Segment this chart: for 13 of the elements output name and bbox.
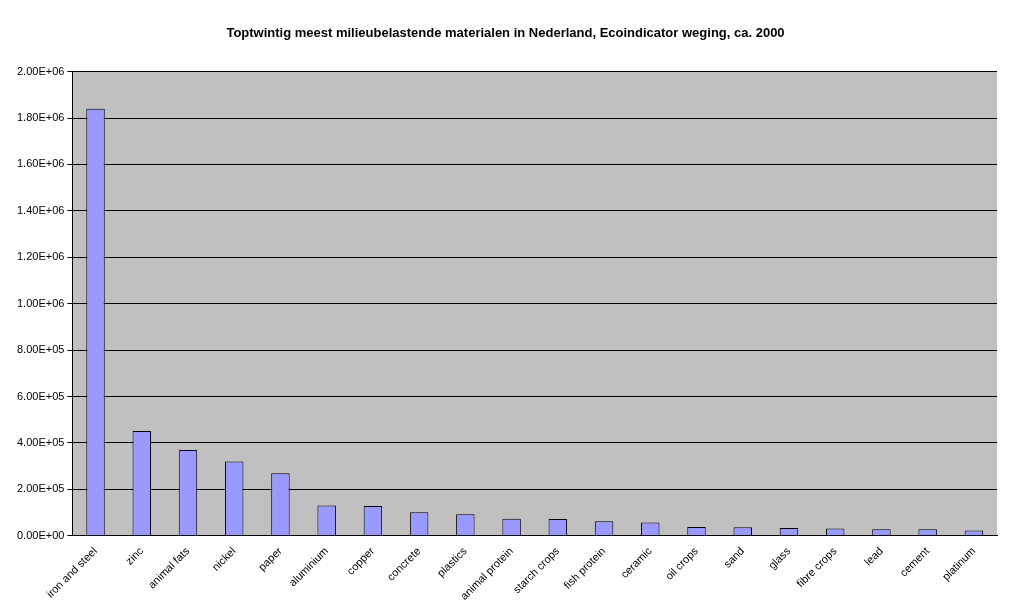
y-tick-label: 6.00E+05 bbox=[17, 389, 65, 402]
y-tick-label: 2.00E+05 bbox=[17, 482, 65, 495]
y-tick-label: 1.80E+06 bbox=[17, 111, 65, 124]
y-tick-label: 1.60E+06 bbox=[17, 157, 65, 170]
y-tick-label: 1.40E+06 bbox=[17, 203, 65, 216]
y-tick-label: 1.00E+06 bbox=[17, 296, 65, 309]
y-tick-label: 0.00E+00 bbox=[17, 528, 65, 541]
y-tick-label: 4.00E+05 bbox=[17, 436, 65, 448]
y-tick-label: 1.20E+06 bbox=[17, 250, 65, 263]
x-tick-label: zinc bbox=[122, 544, 146, 567]
chart-title: Toptwintig meest milieubelastende materialen in Nederland, Ecoindicator weging, ca. 2000 bbox=[226, 25, 785, 41]
y-tick-label: 8.00E+05 bbox=[17, 343, 65, 356]
y-tick-label: 2.00E+06 bbox=[17, 64, 65, 77]
